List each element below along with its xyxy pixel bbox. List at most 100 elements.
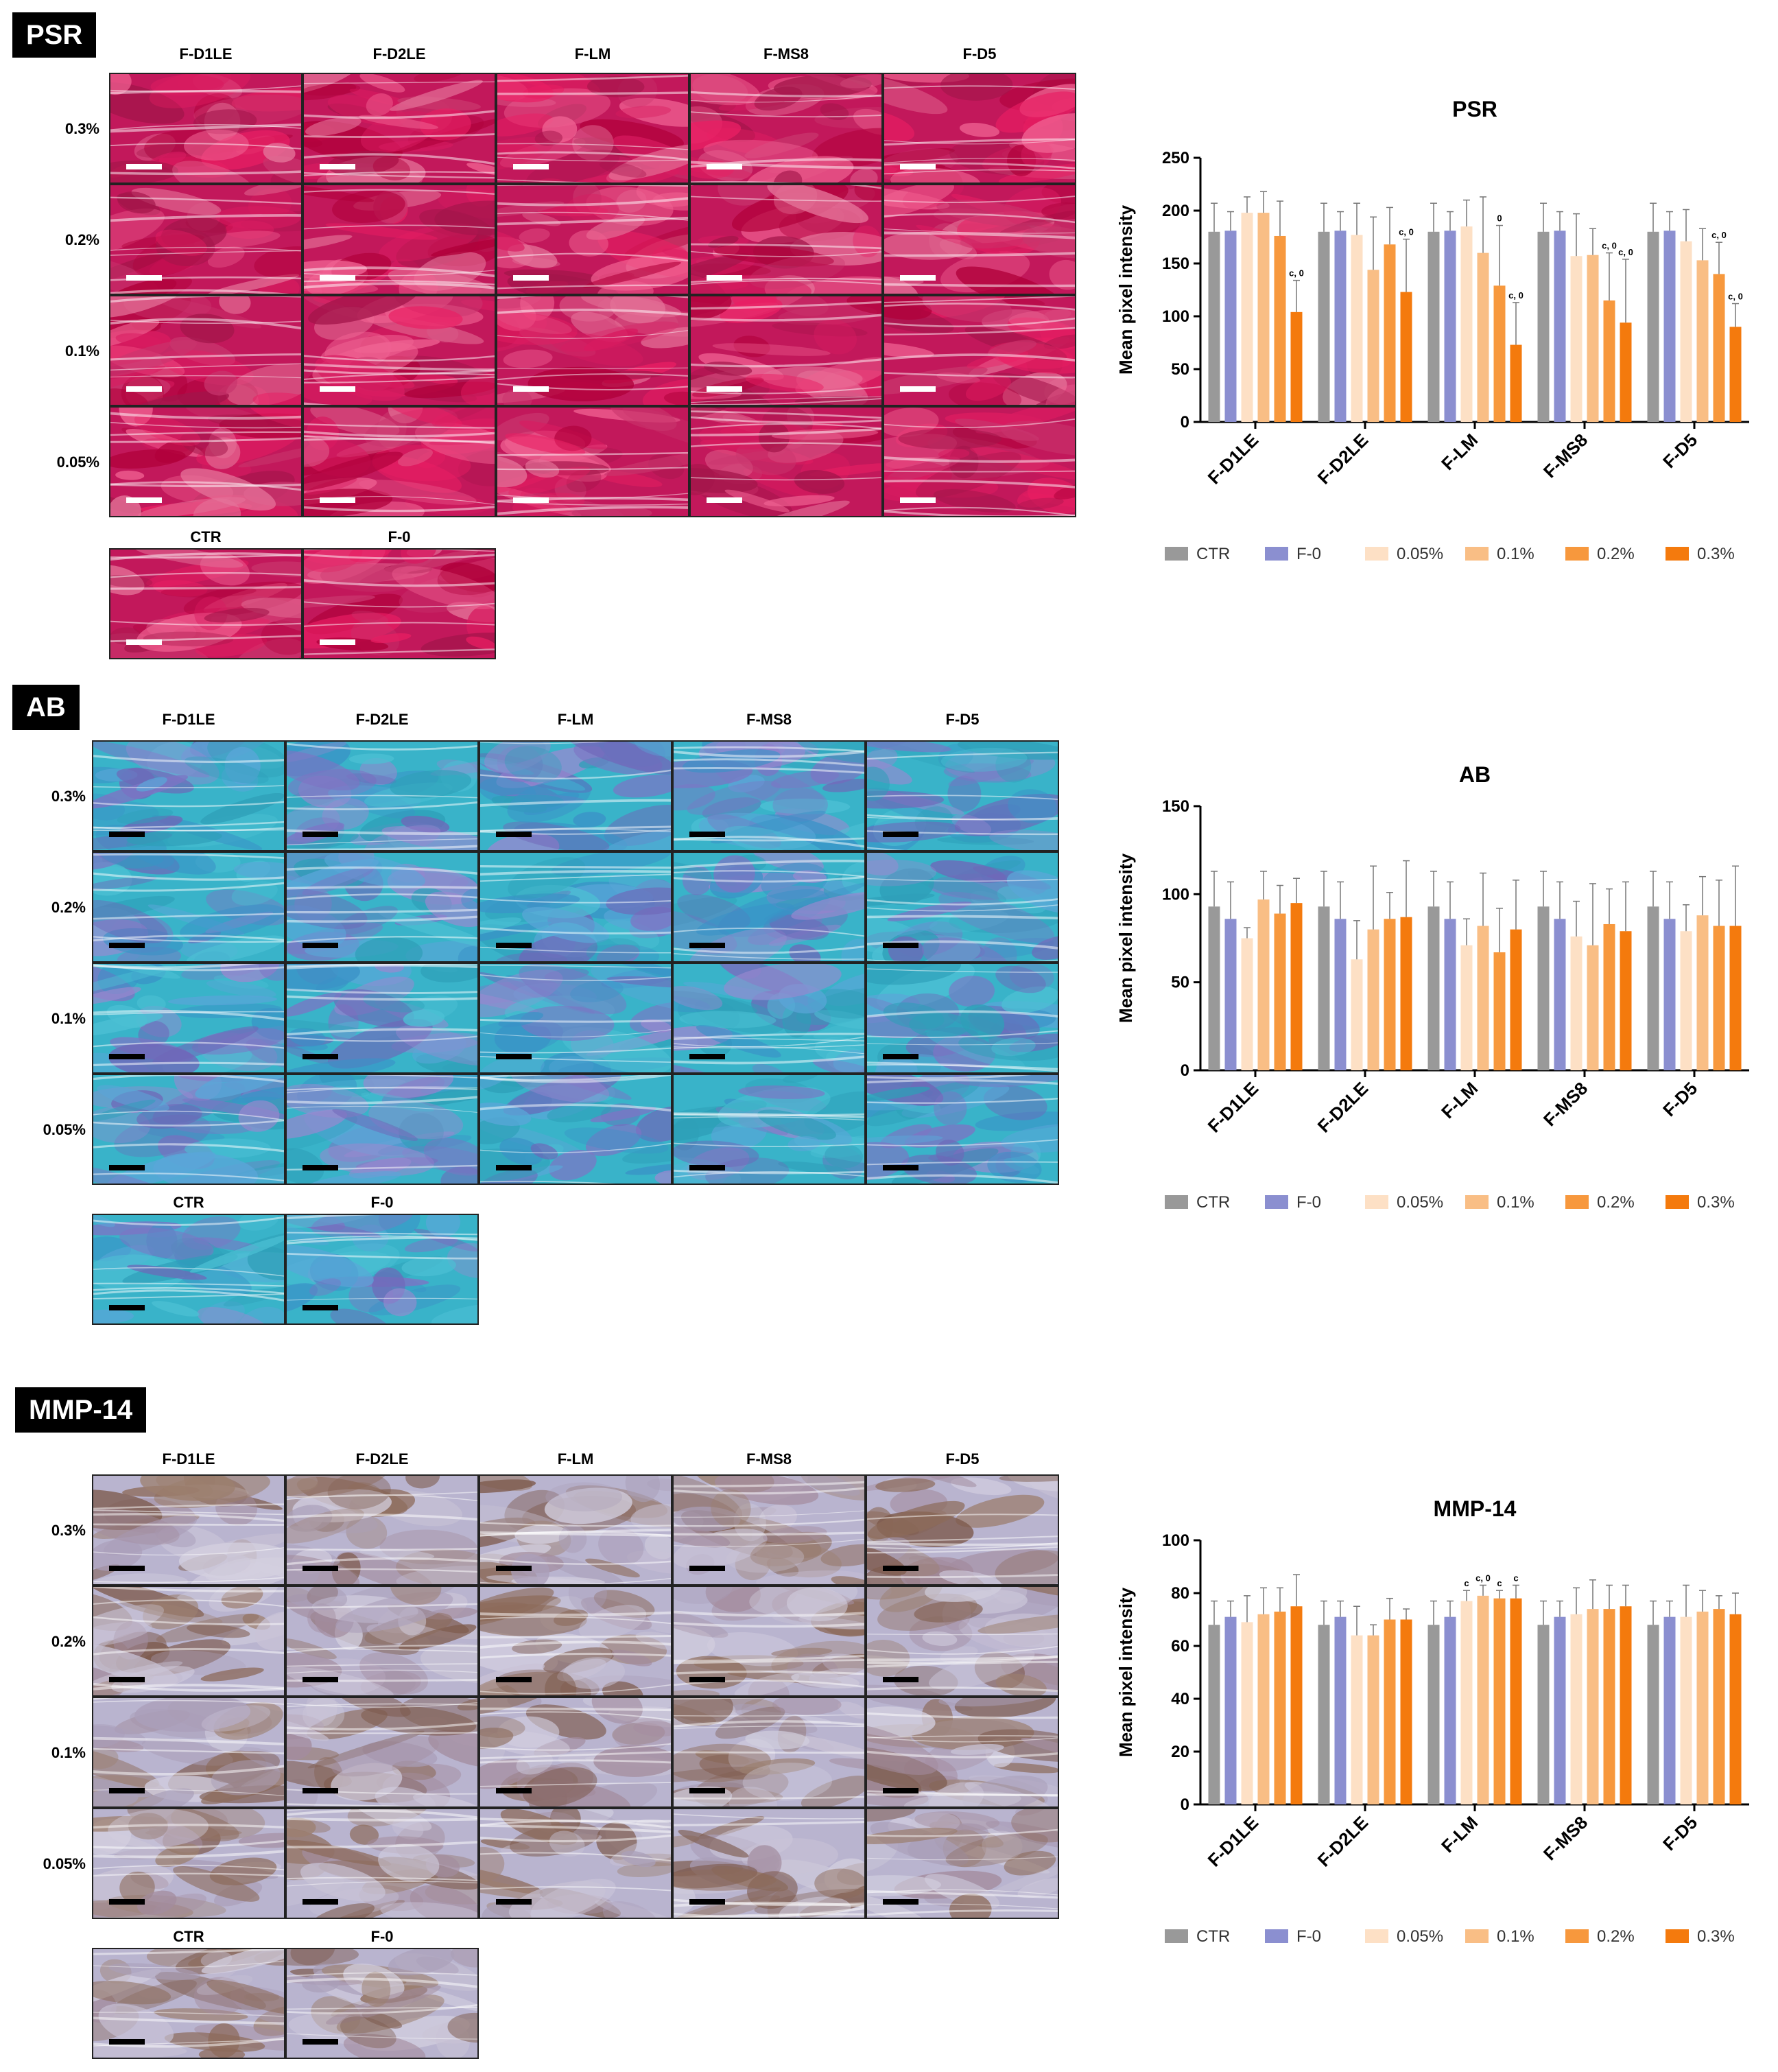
scale-bar xyxy=(109,1788,145,1793)
bar xyxy=(1427,231,1440,422)
scale-bar xyxy=(689,1566,725,1571)
histology-image xyxy=(496,73,689,184)
scale-bar xyxy=(109,943,145,948)
bar xyxy=(1570,1614,1583,1804)
row-label: 0.1% xyxy=(51,1010,86,1027)
control-label: F-0 xyxy=(388,528,411,545)
scale-bar xyxy=(707,275,742,281)
scale-bar xyxy=(900,497,936,503)
column-label: F-D1LE xyxy=(180,45,233,62)
histology-image xyxy=(109,406,303,517)
control-label: CTR xyxy=(190,528,221,545)
bar xyxy=(1696,260,1709,422)
histology-image xyxy=(866,1586,1059,1697)
significance-label: c, 0 xyxy=(1475,1573,1491,1583)
control-label: CTR xyxy=(173,1194,204,1211)
bar xyxy=(1274,913,1286,1070)
scale-bar xyxy=(126,275,162,281)
bar xyxy=(1493,952,1506,1070)
column-label: F-MS8 xyxy=(746,711,792,728)
scale-bar xyxy=(883,1899,918,1905)
bar xyxy=(1713,926,1725,1070)
y-tick-label: 0 xyxy=(1181,1061,1189,1080)
legend-swatch xyxy=(1565,1929,1589,1943)
column-label: F-LM xyxy=(558,711,594,728)
scale-bar xyxy=(496,1165,532,1170)
scale-bar xyxy=(126,164,162,169)
column-label: F-MS8 xyxy=(763,45,809,62)
bar xyxy=(1537,231,1550,422)
scale-bar xyxy=(707,386,742,392)
chart-title: MMP-14 xyxy=(1434,1496,1517,1521)
legend-label: 0.05% xyxy=(1397,1927,1443,1946)
x-tick-label: F-D2LE xyxy=(1314,1812,1373,1871)
scale-bar xyxy=(883,943,918,948)
y-tick-label: 200 xyxy=(1162,202,1189,220)
significance-label: c xyxy=(1497,1578,1502,1588)
row-label: 0.3% xyxy=(51,788,86,805)
bar xyxy=(1367,929,1379,1070)
histology-image xyxy=(285,1697,479,1808)
histology-image xyxy=(689,295,883,406)
row-label: 0.05% xyxy=(43,1855,86,1872)
legend-label: 0.2% xyxy=(1597,1927,1635,1946)
column-label: F-D1LE xyxy=(163,711,215,728)
bar xyxy=(1477,1595,1489,1804)
scale-bar xyxy=(689,1054,725,1059)
bar xyxy=(1680,241,1692,422)
bar xyxy=(1729,1614,1742,1804)
bar xyxy=(1351,959,1363,1070)
y-tick-label: 50 xyxy=(1171,360,1189,379)
scale-bar xyxy=(303,1899,338,1905)
significance-label: c, 0 xyxy=(1602,241,1617,251)
bar xyxy=(1460,1601,1473,1804)
x-tick-label: F-LM xyxy=(1437,429,1482,474)
x-tick-label: F-LM xyxy=(1437,1812,1482,1857)
scale-bar xyxy=(689,1899,725,1905)
legend-label: 0.05% xyxy=(1397,1193,1443,1212)
bar xyxy=(1257,899,1270,1070)
chart-title: AB xyxy=(1459,762,1491,787)
chart-title: PSR xyxy=(1452,97,1497,121)
column-label: F-D5 xyxy=(946,711,980,728)
x-tick-label: F-MS8 xyxy=(1539,1078,1591,1130)
histology-image xyxy=(866,1074,1059,1185)
histology-image xyxy=(689,406,883,517)
bar xyxy=(1274,1611,1286,1804)
histology-image xyxy=(479,1586,672,1697)
scale-bar xyxy=(109,832,145,837)
histology-image xyxy=(866,963,1059,1074)
y-axis-label: Mean pixel intensity xyxy=(1115,1587,1136,1757)
bar xyxy=(1241,213,1253,422)
scale-bar xyxy=(496,1899,532,1905)
scale-bar xyxy=(900,164,936,169)
histology-image xyxy=(109,184,303,295)
scale-bar xyxy=(900,386,936,392)
bar xyxy=(1663,919,1676,1070)
legend-swatch xyxy=(1565,1195,1589,1209)
scale-bar xyxy=(513,275,549,281)
legend-label: F-0 xyxy=(1296,1193,1321,1212)
scale-bar xyxy=(320,275,355,281)
scale-bar xyxy=(883,832,918,837)
histology-image xyxy=(109,548,303,659)
x-tick-label: F-D5 xyxy=(1659,1812,1701,1855)
bar xyxy=(1713,274,1725,422)
bar xyxy=(1477,252,1489,422)
histology-image xyxy=(479,963,672,1074)
bar xyxy=(1587,1609,1599,1804)
scale-bar xyxy=(689,832,725,837)
mmp14-image-grid: F-D1LE F-D2LE F-LM F-MS8 F-D5 0.3% 0.2% … xyxy=(43,1450,1059,2059)
bar xyxy=(1663,231,1676,422)
y-tick-label: 250 xyxy=(1162,149,1189,167)
legend-label: 0.05% xyxy=(1397,545,1443,563)
bar xyxy=(1537,906,1550,1070)
histology-image xyxy=(92,1586,285,1697)
bar xyxy=(1696,915,1709,1070)
psr-image-grid: F-D1LE F-D2LE F-LM F-MS8 F-D5 0.3% 0.2% … xyxy=(57,45,1076,659)
x-tick-label: F-D1LE xyxy=(1204,429,1263,488)
column-label: F-D5 xyxy=(946,1450,980,1468)
scale-bar xyxy=(126,386,162,392)
scale-bar xyxy=(496,832,532,837)
legend-label: 0.3% xyxy=(1697,1193,1735,1212)
